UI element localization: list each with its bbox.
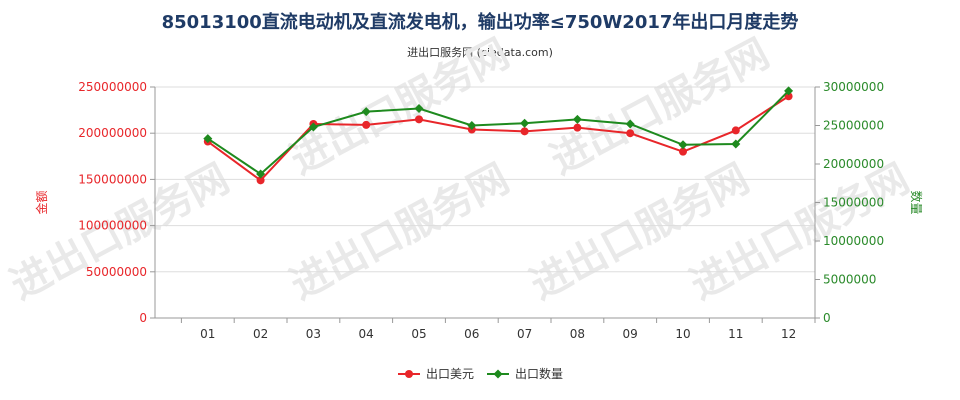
- data-point-amount[interactable]: [573, 123, 582, 132]
- y-left-tick-label: 50000000: [86, 265, 147, 279]
- data-point-quantity[interactable]: [256, 169, 266, 179]
- x-tick-label: 11: [728, 327, 743, 341]
- y-right-tick-label: 25000000: [823, 119, 884, 133]
- watermark-text: 进出口服务网: [543, 31, 777, 184]
- watermark-text: 进出口服务网: [283, 31, 517, 184]
- y-left-tick-label: 150000000: [78, 172, 147, 186]
- y-right-ticks: 0 5000000 10000000 15000000 20000000 25000000…: [815, 80, 884, 325]
- y-left-tick-label: 0: [139, 311, 147, 325]
- data-point-amount[interactable]: [256, 176, 265, 185]
- y-right-tick-label: 0: [823, 311, 831, 325]
- x-tick-label: 01: [200, 327, 215, 341]
- x-tick-label: 10: [675, 327, 690, 341]
- watermark-text: 进出口服务网: [283, 156, 517, 309]
- x-tick-label: 07: [517, 327, 532, 341]
- data-point-quantity[interactable]: [203, 134, 213, 144]
- data-point-quantity[interactable]: [625, 119, 635, 129]
- x-tick-label: 12: [781, 327, 796, 341]
- y-right-tick-label: 30000000: [823, 80, 884, 94]
- x-tick-label: 09: [623, 327, 638, 341]
- y-left-tick-label: 100000000: [78, 219, 147, 233]
- data-point-quantity[interactable]: [414, 104, 424, 114]
- data-point-quantity[interactable]: [678, 140, 688, 150]
- y-left-axis-title: 金额: [34, 190, 49, 214]
- legend[interactable]: 出口美元 出口数量: [398, 366, 563, 381]
- y-right-axis-title: 数量: [909, 190, 924, 214]
- y-right-tick-label: 15000000: [823, 196, 884, 210]
- y-right-tick-label: 20000000: [823, 157, 884, 171]
- data-point-amount[interactable]: [679, 147, 687, 156]
- y-left-tick-label: 250000000: [78, 80, 147, 94]
- legend-item-amount[interactable]: 出口美元: [426, 367, 474, 381]
- legend-marker-diamond: [493, 369, 503, 379]
- data-point-quantity[interactable]: [467, 121, 477, 130]
- legend-marker-circle: [405, 370, 413, 378]
- data-point-quantity[interactable]: [520, 118, 530, 128]
- x-tick-label: 05: [411, 327, 426, 341]
- data-point-quantity[interactable]: [784, 86, 794, 96]
- y-right-tick-label: 10000000: [823, 234, 884, 248]
- data-point-quantity[interactable]: [731, 139, 741, 149]
- chart-subtitle: 进出口服务网 (ciedata.com): [407, 46, 553, 59]
- series-line-quantity: [207, 90, 790, 176]
- x-tick-label: 06: [464, 327, 479, 341]
- data-point-quantity[interactable]: [361, 107, 371, 117]
- legend-item-quantity[interactable]: 出口数量: [515, 366, 563, 381]
- series-line-amount: [207, 95, 790, 182]
- y-right-tick-label: 5000000: [823, 273, 876, 287]
- x-tick-label: 03: [306, 327, 321, 341]
- data-point-amount[interactable]: [626, 129, 635, 138]
- x-tick-label: 08: [570, 327, 585, 341]
- x-tick-label: 02: [253, 327, 268, 341]
- y-left-tick-label: 200000000: [78, 126, 147, 140]
- data-point-quantity[interactable]: [572, 114, 582, 124]
- data-point-amount[interactable]: [362, 120, 371, 129]
- chart-title: 85013100直流电动机及直流发电机，输出功率≤750W2017年出口月度走势: [161, 12, 799, 33]
- series: [203, 86, 794, 185]
- x-ticks: 01 02 03 04 05 06 07 08 09 10 11 12: [180, 318, 816, 341]
- data-point-amount[interactable]: [520, 127, 529, 136]
- data-point-amount[interactable]: [415, 115, 423, 124]
- x-tick-label: 04: [359, 327, 374, 341]
- y-left-ticks: 0 50000000 100000000 150000000 200000000 2500…: [78, 80, 155, 325]
- data-point-quantity[interactable]: [308, 122, 318, 132]
- data-point-amount[interactable]: [731, 126, 740, 135]
